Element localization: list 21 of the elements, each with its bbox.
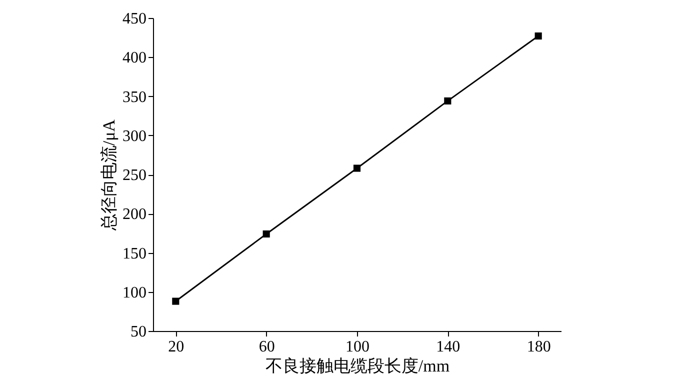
y-tick-label: 400 (122, 50, 146, 67)
point (262, 230, 270, 238)
x-axis-title: 不良接触电缆段长度/mm (265, 356, 450, 376)
point (534, 32, 542, 40)
point (444, 97, 452, 104)
point (172, 298, 180, 305)
y-tick-label: 250 (122, 167, 146, 184)
x-tick-label: 100 (346, 338, 370, 356)
y-tick-label: 450 (122, 10, 146, 28)
x-tick-label: 20 (168, 338, 184, 356)
y-tick-label: 150 (122, 245, 146, 262)
y-axis-title: 总径向电流/μA (100, 118, 118, 232)
x-tick-label: 180 (526, 338, 551, 356)
y-tick-label: 300 (122, 128, 146, 145)
y-tick-label: 50 (130, 324, 146, 340)
x-tick-label: 60 (258, 338, 275, 356)
x-tick-label: 140 (436, 338, 460, 356)
y-tick-label: 350 (122, 88, 146, 106)
y-tick-label: 100 (122, 284, 146, 302)
point (353, 164, 361, 172)
y-tick-label: 200 (122, 206, 146, 224)
